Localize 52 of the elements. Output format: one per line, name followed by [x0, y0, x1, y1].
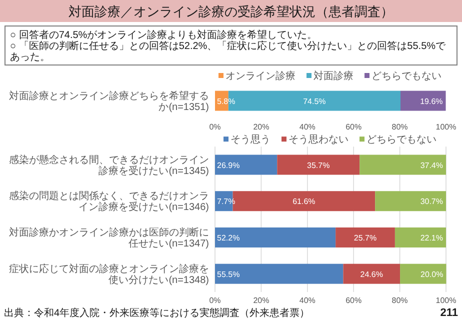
data-label: 37.4%	[420, 160, 443, 170]
y-tick-label: 対面診療とオンライン診療どちらを希望するか(n=1351)	[9, 90, 209, 113]
x-tick-label: 40%	[299, 296, 316, 305]
x-tick-label: 40%	[299, 122, 316, 132]
x-tick-label: 80%	[392, 122, 408, 132]
bar	[215, 227, 336, 248]
data-label: 55.5%	[217, 270, 240, 279]
data-label: 19.6%	[420, 96, 443, 106]
bar	[375, 191, 446, 212]
source-note: 出典：令和4年度入院・外来医療等における実態調査（外来患者票）	[4, 307, 310, 319]
data-label: 20.0%	[420, 270, 444, 279]
text: ○ 回答者の74.5%がオンライン診療よりも対面診療を希望していた。	[10, 30, 318, 41]
legend-label: そう思う	[230, 134, 270, 146]
bar	[360, 154, 446, 175]
data-label: 61.6%	[292, 197, 316, 206]
legend-label: どちらでもない	[372, 71, 442, 82]
bar	[343, 264, 400, 284]
data-label: 22.1%	[420, 233, 443, 242]
x-tick-label: 0%	[209, 296, 221, 305]
chart-title: 対面診療／オンライン診療の受診希望状況（患者調査）	[68, 4, 394, 19]
legend-label: オンライン診療	[226, 70, 296, 82]
x-tick-label: 0%	[209, 122, 221, 132]
x-tick-label: 20%	[253, 122, 270, 132]
legend-label: 対面診療	[314, 70, 354, 82]
bar	[394, 227, 446, 248]
y-tick-label: 感染が懸念される間、できるだけオンライン診療を受けたい(n=1345)	[9, 154, 209, 177]
bar	[215, 154, 278, 175]
bar	[277, 154, 360, 175]
bar	[215, 264, 344, 284]
data-label: 26.9%	[217, 160, 240, 170]
x-tick-label: 100%	[436, 296, 456, 305]
legend-label: どちらでもない	[366, 134, 436, 146]
y-tick-label: 対面診療かオンライン診療かは医師の判断に任せたい(n=1347)	[9, 226, 209, 250]
text: ○ 「医師の判断に任せる」との回答は52.2%、「症状に応じて使い分けたい」との回答は55.5%であった。	[10, 41, 446, 63]
x-tick-label: 80%	[392, 296, 408, 305]
data-label: 25.7%	[354, 233, 377, 242]
text: 211	[440, 307, 458, 319]
data-label: 52.2%	[217, 233, 240, 242]
data-label: 30.7%	[420, 197, 443, 206]
y-tick-label: 感染の問題とは関係なく、できるだけオンライン診療を受けたい(n=1346)	[9, 190, 209, 214]
y-tick-label: 症状に応じて対面の診療とオンライン診療を使い分けたい(n=1348)	[9, 262, 209, 286]
legend-label: そう思わない	[288, 134, 348, 146]
bar	[400, 264, 446, 284]
bar	[336, 227, 395, 248]
x-tick-label: 100%	[436, 122, 456, 132]
bar	[400, 90, 446, 111]
x-tick-label: 60%	[346, 122, 362, 132]
data-label: 24.6%	[360, 270, 383, 279]
x-tick-label: 60%	[346, 296, 362, 305]
data-label: 74.5%	[303, 96, 326, 106]
x-tick-label: 20%	[253, 296, 270, 305]
data-label: 35.7%	[307, 160, 330, 170]
